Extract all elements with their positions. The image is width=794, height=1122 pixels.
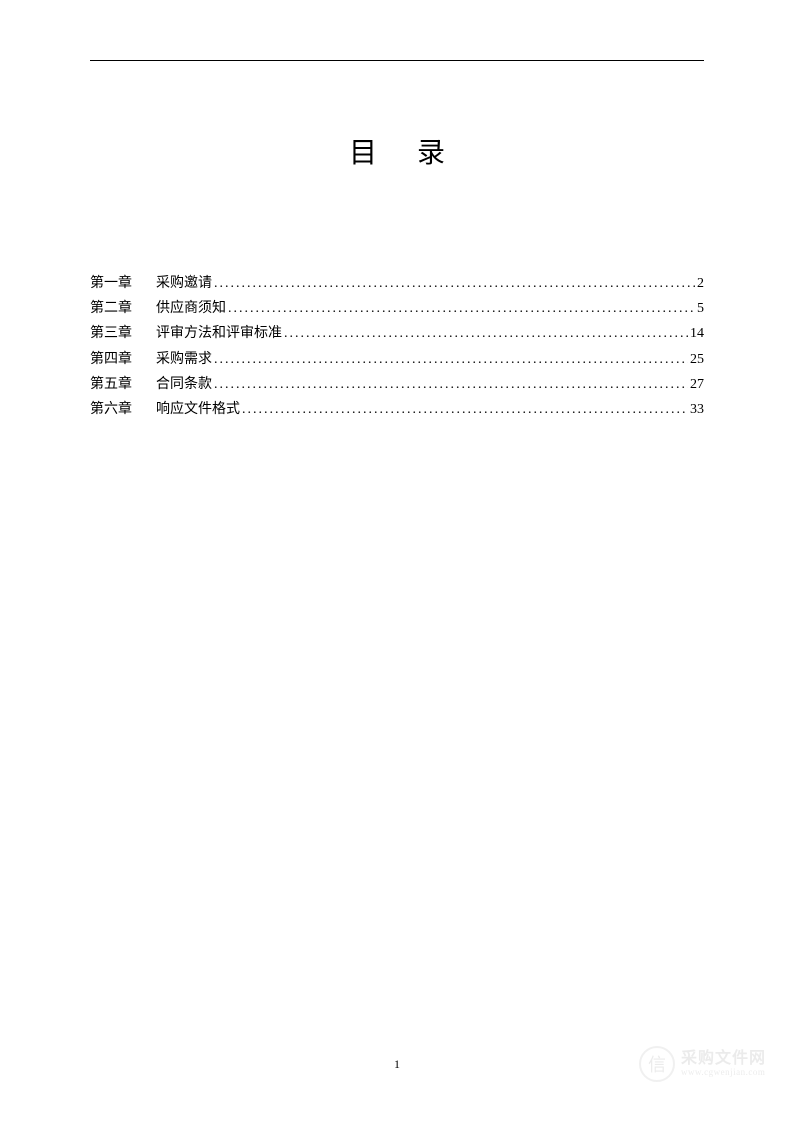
toc-entry-name: 供应商须知: [156, 296, 226, 321]
toc-leader-dots: [212, 271, 695, 296]
toc-entry-name: 合同条款: [156, 372, 212, 397]
watermark-text: 采购文件网 www.cgwenjian.com: [681, 1050, 766, 1077]
toc-chapter-label: 第一章: [90, 271, 156, 296]
toc-leader-dots: [240, 397, 688, 422]
top-horizontal-rule: [90, 60, 704, 61]
toc-entry-name: 采购邀请: [156, 271, 212, 296]
document-page: 目录 第一章 采购邀请 2 第二章 供应商须知 5 第三章 评审方法和评审标准 …: [0, 0, 794, 1122]
toc-leader-dots: [212, 347, 688, 372]
toc-row: 第六章 响应文件格式 33: [90, 397, 704, 422]
toc-leader-dots: [212, 372, 688, 397]
toc-entry-name: 响应文件格式: [156, 397, 240, 422]
watermark-seal-icon: 信: [639, 1046, 675, 1082]
toc-leader-dots: [282, 321, 688, 346]
toc-page-number: 2: [695, 271, 704, 296]
toc-entry-name: 采购需求: [156, 347, 212, 372]
toc-row: 第五章 合同条款 27: [90, 372, 704, 397]
toc-leader-dots: [226, 296, 695, 321]
toc-chapter-label: 第四章: [90, 347, 156, 372]
toc-page-number: 25: [688, 347, 704, 372]
toc-chapter-label: 第五章: [90, 372, 156, 397]
toc-chapter-label: 第六章: [90, 397, 156, 422]
watermark: 信 采购文件网 www.cgwenjian.com: [639, 1046, 766, 1082]
watermark-main-text: 采购文件网: [681, 1050, 766, 1068]
toc-row: 第二章 供应商须知 5: [90, 296, 704, 321]
toc-entry-name: 评审方法和评审标准: [156, 321, 282, 346]
toc-row: 第四章 采购需求 25: [90, 347, 704, 372]
toc-row: 第一章 采购邀请 2: [90, 271, 704, 296]
toc-page-number: 5: [695, 296, 704, 321]
toc-chapter-label: 第三章: [90, 321, 156, 346]
toc-page-number: 14: [688, 321, 704, 346]
table-of-contents: 第一章 采购邀请 2 第二章 供应商须知 5 第三章 评审方法和评审标准 14 …: [90, 271, 704, 422]
watermark-url-text: www.cgwenjian.com: [681, 1068, 766, 1078]
toc-row: 第三章 评审方法和评审标准 14: [90, 321, 704, 346]
toc-page-number: 33: [688, 397, 704, 422]
page-title: 目录: [90, 131, 704, 171]
toc-page-number: 27: [688, 372, 704, 397]
toc-chapter-label: 第二章: [90, 296, 156, 321]
